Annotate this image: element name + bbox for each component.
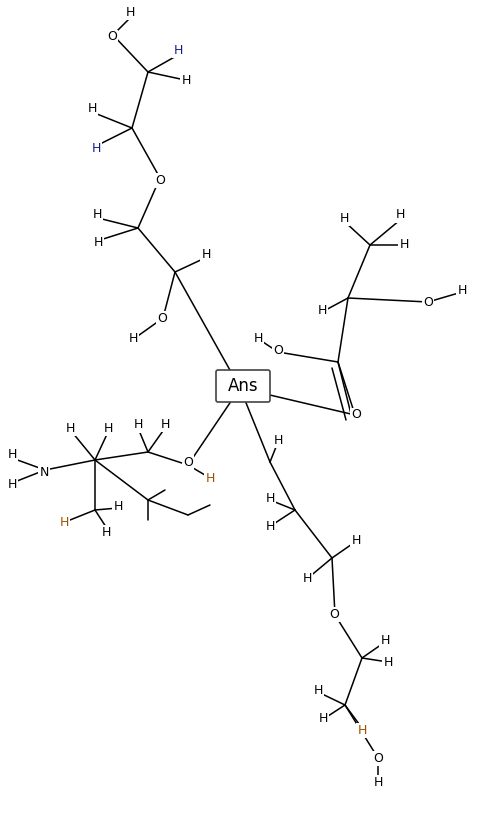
Text: H: H xyxy=(87,101,97,115)
Text: H: H xyxy=(380,633,390,647)
Text: O: O xyxy=(273,343,283,356)
Text: H: H xyxy=(181,73,191,86)
Text: H: H xyxy=(65,421,75,435)
Text: H: H xyxy=(59,515,69,529)
Text: H: H xyxy=(383,656,393,668)
Text: H: H xyxy=(373,775,383,789)
Text: H: H xyxy=(351,534,361,547)
Text: O: O xyxy=(183,455,193,469)
Text: O: O xyxy=(157,312,167,324)
Text: Ans: Ans xyxy=(228,377,258,395)
Text: O: O xyxy=(351,409,361,421)
Text: H: H xyxy=(205,471,215,484)
Text: H: H xyxy=(173,43,183,57)
FancyBboxPatch shape xyxy=(216,370,270,402)
Text: H: H xyxy=(7,449,17,461)
Text: H: H xyxy=(265,491,275,504)
Text: O: O xyxy=(329,607,339,621)
Text: H: H xyxy=(339,212,349,224)
Text: H: H xyxy=(101,525,111,538)
Text: H: H xyxy=(395,209,405,222)
Text: O: O xyxy=(107,31,117,43)
Text: H: H xyxy=(201,248,211,260)
Text: N: N xyxy=(39,465,49,479)
Text: O: O xyxy=(155,174,165,186)
Text: H: H xyxy=(457,283,467,297)
Text: H: H xyxy=(253,332,263,345)
Text: H: H xyxy=(273,434,283,446)
Text: H: H xyxy=(125,6,135,18)
Text: H: H xyxy=(92,209,102,222)
Text: H: H xyxy=(161,417,169,430)
Text: O: O xyxy=(423,296,433,308)
Text: H: H xyxy=(128,332,138,345)
Text: H: H xyxy=(302,572,312,584)
Text: H: H xyxy=(91,141,101,155)
Text: O: O xyxy=(373,751,383,765)
Text: H: H xyxy=(7,479,17,491)
Text: H: H xyxy=(133,419,143,431)
Text: H: H xyxy=(318,711,328,725)
Text: H: H xyxy=(265,519,275,533)
Text: H: H xyxy=(317,303,327,317)
Text: H: H xyxy=(113,499,123,513)
Text: H: H xyxy=(357,724,367,736)
Text: H: H xyxy=(399,238,409,250)
Text: H: H xyxy=(313,684,323,696)
Text: H: H xyxy=(93,235,103,248)
Text: H: H xyxy=(103,421,113,435)
